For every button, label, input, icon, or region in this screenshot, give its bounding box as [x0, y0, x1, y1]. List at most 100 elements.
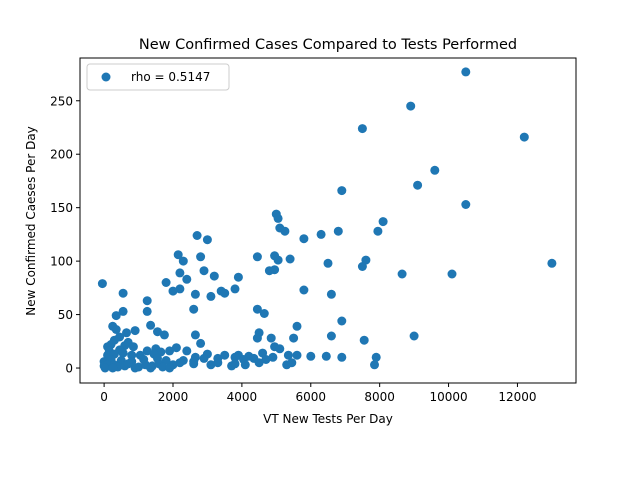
y-axis-ticks: 0 50 100 150 200 250: [50, 94, 80, 376]
data-point: [316, 229, 326, 239]
data-point: [359, 335, 369, 345]
data-point: [283, 350, 293, 360]
x-tick-label: 6000: [296, 390, 327, 404]
data-point: [199, 353, 209, 363]
data-point: [299, 234, 309, 244]
y-tick-label: 150: [50, 201, 73, 215]
data-point: [337, 352, 347, 362]
y-tick-label: 100: [50, 255, 73, 269]
x-tick-label: 2000: [158, 390, 189, 404]
x-axis-label: VT New Tests Per Day: [263, 412, 393, 426]
y-axis-label: New Confirmed Caeses Per Day: [24, 126, 38, 316]
data-point: [413, 180, 423, 190]
data-point: [199, 266, 209, 276]
data-point: [292, 350, 302, 360]
data-point: [337, 186, 347, 196]
data-point: [213, 358, 223, 368]
data-point: [240, 360, 250, 370]
legend-label: rho = 0.5147: [131, 70, 210, 84]
data-point: [378, 217, 388, 227]
data-point: [146, 320, 156, 330]
data-point: [209, 271, 219, 281]
data-point: [292, 321, 302, 331]
data-point: [165, 346, 175, 356]
data-point: [397, 269, 407, 279]
data-point: [118, 348, 128, 358]
data-point: [202, 235, 212, 245]
data-point: [175, 284, 185, 294]
data-point: [190, 330, 200, 340]
data-point: [233, 272, 243, 282]
data-point: [252, 252, 262, 262]
data-point: [175, 358, 185, 368]
data-point: [115, 332, 125, 342]
data-point: [146, 363, 156, 373]
data-point: [287, 358, 297, 368]
data-point: [333, 226, 343, 236]
data-point: [130, 326, 140, 336]
data-point: [175, 268, 185, 278]
legend-marker: [101, 72, 111, 82]
data-point: [406, 101, 416, 111]
data-point: [273, 213, 283, 223]
data-point: [289, 333, 299, 343]
data-point: [196, 252, 206, 262]
data-point: [259, 309, 269, 318]
y-tick-label: 250: [50, 94, 73, 108]
x-tick-label: 0: [100, 390, 108, 404]
data-point: [111, 311, 121, 321]
data-point: [127, 350, 137, 360]
data-point: [130, 363, 140, 373]
data-point: [122, 328, 131, 338]
data-point: [409, 331, 419, 341]
data-point: [266, 333, 276, 343]
data-point: [165, 363, 175, 373]
data-point: [192, 231, 202, 240]
chart-title: New Confirmed Cases Compared to Tests Pe…: [139, 37, 517, 53]
data-point: [118, 306, 128, 316]
x-tick-label: 10000: [429, 390, 467, 404]
data-point: [171, 343, 181, 353]
data-point: [273, 255, 283, 265]
data-point: [142, 296, 152, 306]
data-point: [357, 262, 367, 271]
data-point: [280, 226, 290, 236]
legend-box: [86, 63, 230, 91]
legend: rho = 0.5147: [86, 63, 230, 91]
data-point: [285, 254, 295, 264]
data-point: [206, 360, 216, 370]
data-point: [128, 342, 138, 352]
data-point: [196, 338, 206, 348]
data-point: [519, 132, 529, 142]
data-point: [252, 304, 262, 314]
data-point: [189, 359, 199, 369]
x-tick-label: 12000: [498, 390, 536, 404]
data-point: [108, 363, 118, 373]
data-point: [123, 359, 133, 369]
data-point: [370, 360, 379, 370]
x-tick-label: 8000: [364, 390, 395, 404]
data-point: [357, 124, 367, 134]
data-point: [111, 325, 121, 334]
y-tick-label: 200: [50, 148, 73, 162]
data-point: [461, 200, 471, 209]
y-tick-label: 50: [58, 308, 73, 322]
data-point: [461, 67, 471, 77]
data-point: [264, 266, 274, 276]
data-point: [261, 355, 271, 364]
data-point: [252, 333, 262, 343]
data-point: [254, 358, 264, 368]
data-point: [373, 226, 383, 236]
data-points: [97, 67, 557, 373]
y-tick-label: 0: [65, 362, 73, 376]
data-point: [321, 351, 331, 361]
data-point: [220, 350, 230, 360]
data-point: [230, 359, 240, 369]
x-axis-ticks: 0 2000 4000 6000 8000 10000 12000: [100, 383, 537, 404]
data-point: [189, 304, 199, 314]
data-point: [182, 346, 192, 356]
data-point: [159, 330, 169, 340]
data-point: [299, 285, 309, 295]
